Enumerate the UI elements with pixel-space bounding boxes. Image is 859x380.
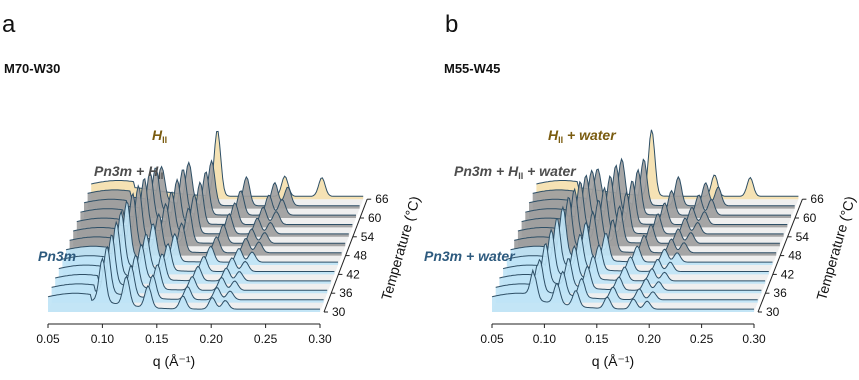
panel-title: M70-W30: [4, 61, 60, 76]
x-tick-label: 0.10: [91, 332, 115, 346]
temperature-tick-label: 54: [796, 230, 810, 244]
trace-line: [83, 167, 356, 216]
temperature-tick-label: 36: [339, 286, 353, 300]
annotation-subscript: II: [558, 135, 563, 145]
phase-annotation-mixed: Pn3m + HII: [94, 163, 163, 181]
annotation-subscript: II: [518, 171, 523, 181]
panel-letter: b: [445, 11, 458, 38]
trace-fill: [495, 259, 758, 303]
temperature-tick-label: 60: [368, 211, 382, 225]
annotation-subscript: II: [162, 135, 167, 145]
annotation-main: H: [548, 127, 559, 143]
trace-line: [91, 130, 364, 197]
temperature-tick-label: 30: [332, 305, 346, 319]
trace-fill: [76, 178, 349, 237]
x-tick-label: 0.25: [690, 332, 714, 346]
x-axis-title: q (Å⁻¹): [153, 353, 195, 369]
x-tick-label: 0.25: [254, 332, 278, 346]
annotation-main: H: [152, 127, 163, 143]
phase-annotation-hii: HII + water: [548, 127, 617, 145]
x-tick-label: 0.10: [533, 332, 557, 346]
annotation-main: Pn3m: [38, 248, 76, 264]
temperature-tick-label: 48: [354, 249, 368, 263]
trace-fill: [492, 270, 754, 312]
panel-letter: a: [2, 11, 16, 38]
phase-annotation-hii: HII: [152, 127, 167, 145]
trace-30C: [47, 256, 320, 312]
trace-fill: [69, 193, 342, 256]
trace-fill: [525, 175, 788, 228]
temperature-tick-label: 60: [803, 211, 817, 225]
annotation-main: Pn3m + water: [424, 248, 516, 264]
x-tick-label: 0.30: [742, 332, 766, 346]
trace-fill: [73, 185, 346, 247]
temperature-tick-label: 42: [781, 267, 795, 281]
x-tick-label: 0.15: [585, 332, 609, 346]
x-tick-label: 0.15: [145, 332, 169, 346]
chart-panel-b: b M55-W45 0.05 0.10 0.15 0.20 0.25 0.30 q (Å⁻¹) 3…: [424, 11, 858, 369]
panel-title: M55-W45: [444, 61, 500, 76]
annotation-main: Pn3m + H: [94, 163, 159, 179]
temperature-tick-label: 36: [773, 286, 787, 300]
trace-line: [495, 258, 758, 301]
temperature-axis-title: Temperature (°C): [378, 194, 423, 302]
phase-annotation-cubic: Pn3m: [38, 248, 76, 264]
trace-line: [491, 268, 754, 310]
trace-30C: [491, 268, 754, 312]
temperature-tick-label: 66: [375, 192, 389, 206]
annotation-suffix: + water: [563, 127, 617, 143]
x-tick-label: 0.20: [638, 332, 662, 346]
annotation-suffix: + water: [523, 163, 577, 179]
chart-panel-a: a M70-W30 0.05 0.10 0.15 0.20 0.25 0.30 q (Å⁻¹) 3…: [2, 11, 423, 369]
temperature-tick-label: 54: [361, 230, 375, 244]
trace-line: [47, 256, 320, 310]
phase-annotation-cubic: Pn3m + water: [424, 248, 516, 264]
trace-fill: [48, 258, 320, 312]
temperature-axis-title: Temperature (°C): [813, 194, 858, 302]
temperature-tick-label: 48: [788, 249, 802, 263]
x-axis-title: q (Å⁻¹): [592, 353, 634, 369]
annotation-subscript: II: [158, 171, 163, 181]
x-tick-label: 0.30: [308, 332, 332, 346]
x-tick-label: 0.20: [200, 332, 224, 346]
x-tick-label: 0.05: [36, 332, 60, 346]
trace-line: [499, 242, 762, 291]
temperature-tick-label: 66: [810, 192, 824, 206]
trace-fill: [532, 159, 795, 209]
x-tick-label: 0.05: [480, 332, 504, 346]
phase-annotation-mixed: Pn3m + HII + water: [454, 163, 577, 181]
annotation-main: Pn3m + H: [454, 163, 519, 179]
trace-33C: [495, 258, 758, 303]
temperature-tick-label: 42: [346, 267, 360, 281]
temperature-tick-label: 30: [766, 305, 780, 319]
trace-fill: [529, 165, 791, 218]
